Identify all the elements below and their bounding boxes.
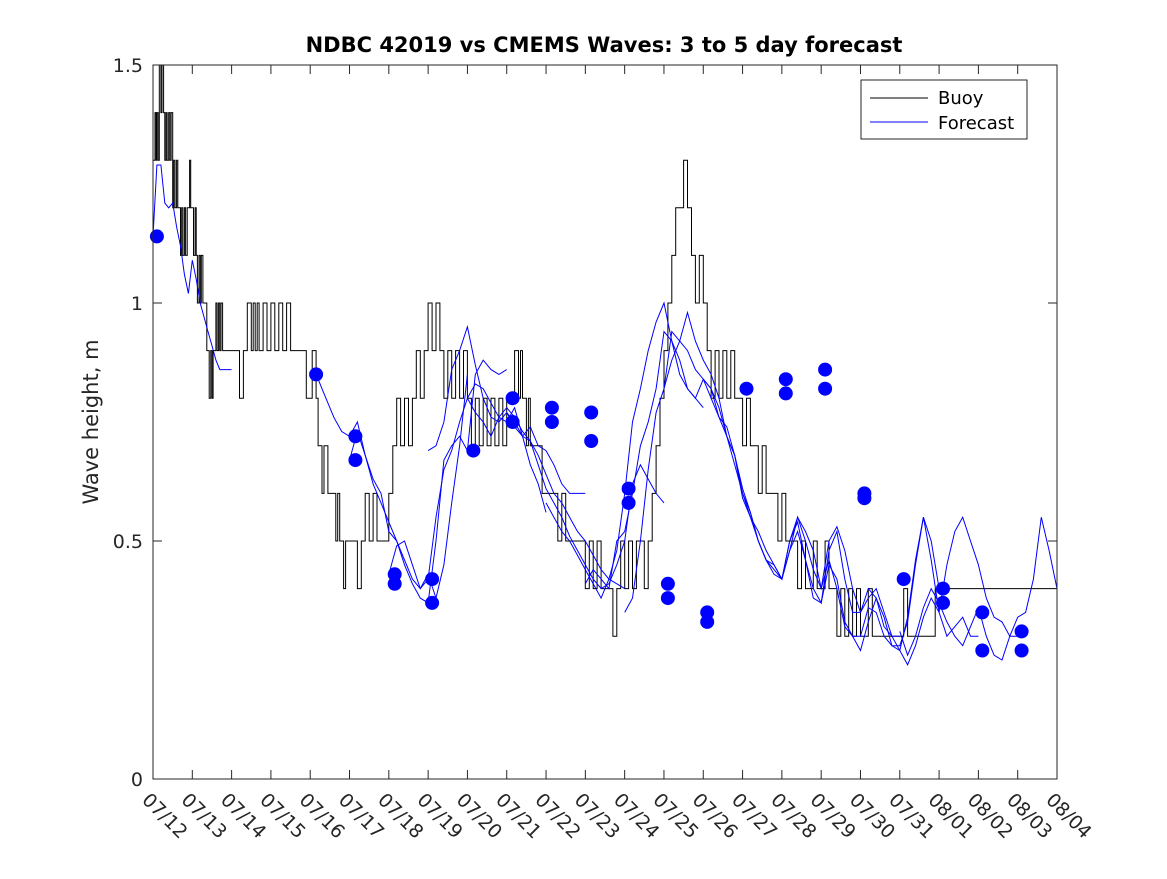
forecast-marker-24 xyxy=(778,386,793,401)
forecast-marker-21 xyxy=(700,614,715,629)
plot-frame xyxy=(152,64,1058,780)
legend-buoy-label: Buoy xyxy=(938,88,984,109)
forecast-marker-13 xyxy=(544,415,559,429)
forecast-marker-2 xyxy=(309,367,324,382)
forecast-marker-18 xyxy=(660,576,675,591)
forecast-line-15 xyxy=(820,517,979,647)
y-tick-label: 1.5 xyxy=(113,55,143,77)
forecast-marker-4 xyxy=(348,453,363,468)
forecast-marker-22 xyxy=(739,381,754,396)
forecast-marker-3 xyxy=(348,429,363,444)
y-axis-ticks: 0 0.5 1 1.5 xyxy=(113,55,1057,791)
chart-title: NDBC 42019 vs CMEMS Waves: 3 to 5 day fo… xyxy=(306,33,903,57)
forecast-marker-34 xyxy=(1014,624,1029,639)
forecast-line-14 xyxy=(781,517,940,652)
y-axis-label: Wave height, m xyxy=(79,339,103,504)
forecast-marker-25 xyxy=(818,362,833,377)
forecast-marker-8 xyxy=(425,595,440,610)
forecast-marker-17 xyxy=(621,495,636,510)
forecast-line-2 xyxy=(309,373,468,600)
forecast-marker-26 xyxy=(818,381,833,396)
forecast-marker-9 xyxy=(466,443,481,458)
forecast-line-7 xyxy=(506,412,665,590)
forecast-line-9 xyxy=(584,330,744,590)
forecast-marker-1 xyxy=(149,229,164,244)
forecast-marker-31 xyxy=(936,595,950,610)
forecast-markers xyxy=(149,229,1029,658)
forecast-marker-15 xyxy=(584,434,599,448)
legend: Buoy Forecast xyxy=(860,79,1028,140)
forecast-marker-7 xyxy=(425,572,440,587)
forecast-marker-30 xyxy=(936,581,950,596)
forecast-line-6 xyxy=(466,397,625,590)
y-tick-label: 0.5 xyxy=(113,531,143,553)
forecast-marker-23 xyxy=(778,372,793,387)
forecast-marker-12 xyxy=(544,400,559,415)
forecast-marker-29 xyxy=(896,572,911,587)
buoy-series xyxy=(153,64,1057,637)
forecast-marker-19 xyxy=(660,591,675,606)
plot-area xyxy=(153,65,1057,779)
forecast-line-16 xyxy=(860,515,1018,666)
forecast-marker-28 xyxy=(857,491,872,506)
forecast-marker-11 xyxy=(505,415,520,429)
forecast-marker-14 xyxy=(584,405,599,420)
forecast-marker-6 xyxy=(387,576,402,591)
forecast-marker-33 xyxy=(975,643,990,658)
forecast-marker-32 xyxy=(975,605,990,620)
legend-forecast-label: Forecast xyxy=(938,113,1014,134)
forecast-line-1 xyxy=(152,164,232,371)
legend-box xyxy=(860,79,1028,140)
forecast-series xyxy=(152,164,1058,666)
buoy-line xyxy=(153,64,1057,637)
forecast-marker-16 xyxy=(621,481,636,496)
forecast-marker-10 xyxy=(505,391,520,406)
y-tick-label: 1 xyxy=(131,293,143,315)
forecast-marker-35 xyxy=(1014,643,1029,658)
y-tick-label: 0 xyxy=(131,769,143,791)
